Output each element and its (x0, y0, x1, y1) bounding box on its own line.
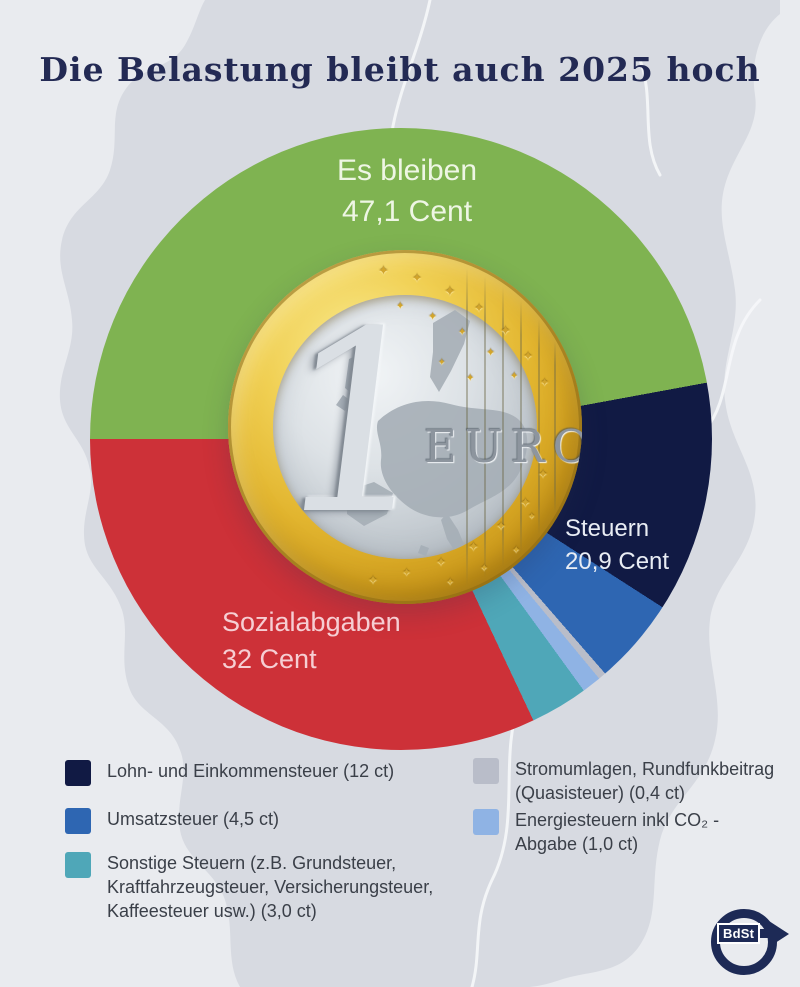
stromumlagen-swatch (473, 758, 499, 784)
legend-item-sonstige-steuern: Sonstige Steuern (z.B. Grundsteuer, Kraf… (65, 851, 485, 923)
callout-sozialabgaben-line1: Sozialabgaben (222, 607, 401, 637)
callout-remainder-line1: Es bleiben (336, 154, 478, 187)
euro-star-icon: ✦ (528, 511, 536, 521)
euro-star-icon: ✦ (412, 271, 423, 285)
lohnsteuer-label: Lohn- und Einkommensteuer (12 ct) (107, 761, 395, 781)
bdst-logo-text: BdSt (717, 923, 761, 944)
one-euro-coin: 1 EURO ✦ ✦ ✦ ✦ ✦ ✦ ✦ ✦ ✦ ✦ ✦ ✦ ✦ ✦ ✦ ✦ ✦ ✦ ✦ ✦ ✦ ✦ ✦ ✦ ✦ (228, 250, 582, 604)
euro-star-icon: ✦ (378, 263, 389, 278)
callout-sozialabgaben: Sozialabgaben 32 Cent (222, 604, 401, 678)
callout-steuern: Steuern 20,9 Cent (565, 512, 669, 578)
callout-remainder: Es bleiben 47,1 Cent (257, 150, 557, 232)
legend-item-energiesteuern: Energiesteuern inkl CO₂ -Abgabe (1,0 ct) (473, 808, 763, 856)
legend-item-umsatzsteuer: Umsatzsteuer (4,5 ct) (65, 807, 485, 834)
page-title: Die Belastung bleibt auch 2025 hoch (39, 50, 761, 89)
euro-star-icon: ✦ (466, 373, 475, 384)
euro-star-icon: ✦ (368, 573, 379, 587)
energiesteuern-label: Energiesteuern inkl CO₂ -Abgabe (1,0 ct) (515, 810, 720, 854)
coin-engraving-line (538, 318, 540, 536)
euro-star-icon: ✦ (510, 371, 519, 382)
energiesteuern-swatch (473, 809, 499, 835)
sonstige-steuern-label: Sonstige Steuern (z.B. Grundsteuer, Kraf… (107, 853, 434, 921)
euro-star-icon: ✦ (446, 577, 455, 588)
euro-star-icon: ✦ (496, 519, 507, 533)
euro-star-icon: ✦ (396, 301, 405, 312)
callout-remainder-line2: 47,1 Cent (341, 195, 473, 228)
euro-star-icon: ✦ (458, 327, 467, 338)
euro-star-icon: ✦ (468, 539, 479, 554)
legend-item-stromumlagen: Stromumlagen, Rundfunkbeitrag (Quasisteu… (473, 757, 793, 805)
euro-star-icon: ✦ (438, 357, 446, 367)
legend-item-lohnsteuer: Lohn- und Einkommensteuer (12 ct) (65, 759, 485, 786)
euro-star-icon: ✦ (500, 323, 511, 338)
europe-map-relief (336, 310, 528, 556)
stromumlagen-label: Stromumlagen, Rundfunkbeitrag (Quasisteu… (515, 759, 775, 803)
coin-euro-label: EURO (424, 420, 582, 473)
callout-sozialabgaben-line2: 32 Cent (222, 644, 317, 674)
bdst-logo-arrow-icon (769, 921, 789, 947)
euro-star-icon: ✦ (512, 545, 521, 556)
coin-engraving-line (484, 276, 486, 578)
umsatzsteuer-label: Umsatzsteuer (4,5 ct) (107, 809, 280, 829)
euro-star-icon: ✦ (523, 349, 534, 363)
euro-star-icon: ✦ (402, 567, 412, 579)
euro-star-icon: ✦ (520, 495, 531, 510)
euro-star-icon: ✦ (538, 467, 549, 481)
euro-star-icon: ✦ (540, 377, 550, 389)
sonstige-steuern-swatch (65, 852, 91, 878)
coin-engraving-line (466, 268, 468, 586)
euro-star-icon: ✦ (444, 283, 456, 299)
euro-coin-silver-center: 1 (273, 295, 537, 559)
euro-star-icon: ✦ (486, 347, 496, 359)
bdst-logo-arrow-shaft (755, 929, 773, 938)
callout-steuern-line2: 20,9 Cent (565, 548, 670, 575)
euro-star-icon: ✦ (436, 555, 447, 569)
lohnsteuer-swatch (65, 760, 91, 786)
callout-steuern-line1: Steuern (565, 515, 650, 542)
coin-engraving-line (554, 340, 556, 514)
euro-star-icon: ✦ (428, 311, 438, 323)
umsatzsteuer-swatch (65, 808, 91, 834)
euro-star-icon: ✦ (480, 563, 489, 574)
coin-engraving-line (520, 300, 522, 554)
bdst-logo: BdSt (705, 905, 791, 977)
coin-engraving-line (502, 286, 504, 568)
euro-star-icon: ✦ (474, 301, 485, 315)
